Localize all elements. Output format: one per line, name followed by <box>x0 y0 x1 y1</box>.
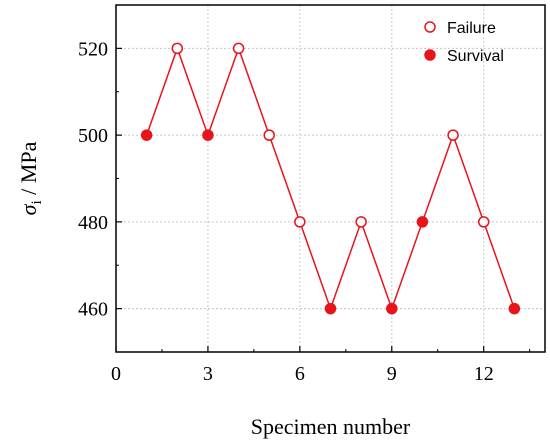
data-point-failure <box>263 129 275 141</box>
data-point-failure <box>232 42 245 55</box>
legend-marker-failure <box>424 21 436 33</box>
legend-label-failure: Failure <box>447 20 496 37</box>
legend: Failure Survival <box>424 20 504 65</box>
x-tick-label: 12 <box>474 363 494 385</box>
data-point-survival <box>508 302 521 315</box>
data-point-failure <box>171 42 184 55</box>
series-line <box>145 46 516 311</box>
data-point-failure <box>447 129 459 141</box>
data-point-survival <box>140 129 153 141</box>
data-point-survival <box>202 129 214 141</box>
data-point-failure <box>294 216 306 228</box>
y-axis-title: σi / MPa <box>16 141 45 215</box>
tick-labels: 0 3 6 9 12 460 480 500 520 <box>78 38 494 385</box>
y-axis-title-symbol: σ <box>16 203 41 215</box>
x-tick-label: 3 <box>203 363 213 385</box>
axis-ticks <box>115 4 531 353</box>
y-tick-label: 500 <box>78 125 108 147</box>
legend-marker-survival <box>424 49 436 61</box>
data-point-survival <box>386 302 398 315</box>
data-point-survival <box>324 302 337 315</box>
data-point-survival <box>416 216 429 228</box>
grid-lines <box>116 5 545 352</box>
data-points <box>140 42 521 315</box>
data-point-failure <box>355 216 367 228</box>
y-tick-label: 480 <box>78 212 108 234</box>
x-axis-title: Specimen number <box>251 414 411 439</box>
y-tick-label: 460 <box>78 299 108 321</box>
y-axis-title-unit: / MPa <box>16 141 41 200</box>
data-point-failure <box>477 216 490 228</box>
legend-label-survival: Survival <box>447 48 504 65</box>
x-tick-label: 0 <box>111 363 121 385</box>
y-axis-title-subscript: i <box>29 200 45 204</box>
x-tick-label: 6 <box>295 363 305 385</box>
x-tick-label: 9 <box>387 363 397 385</box>
y-tick-label: 520 <box>78 38 108 60</box>
